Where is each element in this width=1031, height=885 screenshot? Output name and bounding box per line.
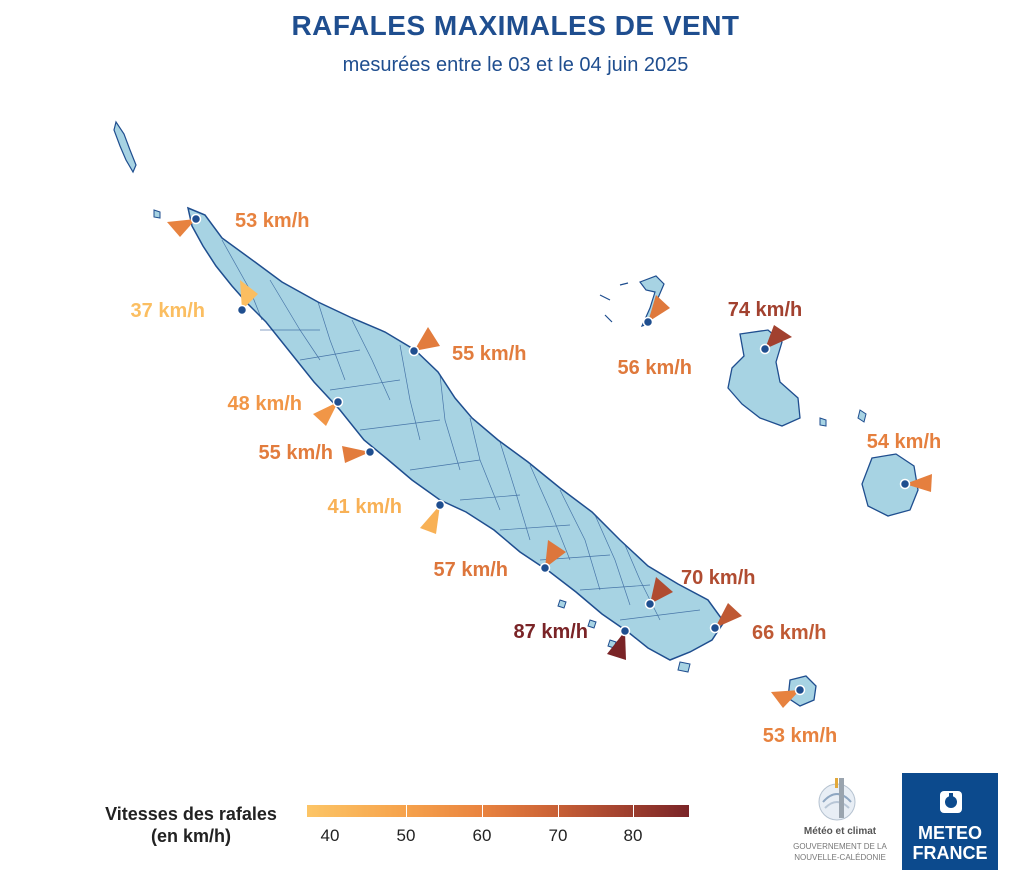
southern-islets — [557, 599, 691, 673]
wind-direction-arrow — [650, 577, 673, 604]
station-marker: 37 km/h — [131, 280, 258, 322]
wind-direction-arrow — [240, 280, 258, 310]
station-gust-label: 48 km/h — [228, 393, 302, 415]
meteo-france-logo: METEO FRANCE — [902, 773, 998, 870]
small-islet-north — [153, 209, 161, 219]
station-marker: 55 km/h — [259, 442, 376, 464]
legend-tick-label: 60 — [472, 826, 492, 845]
station-dot — [332, 396, 344, 408]
station-dot — [408, 345, 420, 357]
tiga-island — [819, 417, 827, 427]
station-gust-label: 87 km/h — [514, 621, 588, 643]
belep-islands — [113, 120, 137, 174]
legend-tick-separator — [482, 805, 483, 817]
station-gust-label: 55 km/h — [259, 442, 333, 464]
station-dot — [759, 343, 771, 355]
station-gust-label: 70 km/h — [681, 567, 755, 589]
station-marker: 74 km/h — [728, 299, 802, 355]
wind-direction-arrow — [313, 402, 338, 426]
meteo-france-emblem-icon — [940, 791, 962, 813]
station-dot — [364, 446, 376, 458]
meteo-climat-emblem-icon — [818, 778, 856, 821]
meteo-climat-subtitle: GOUVERNEMENT DE LA — [793, 842, 887, 851]
wind-direction-arrow — [414, 327, 440, 351]
station-marker: 70 km/h — [644, 567, 755, 610]
station-marker: 54 km/h — [867, 431, 941, 492]
station-marker: 48 km/h — [228, 393, 344, 426]
legend-tick-label: 40 — [320, 826, 340, 845]
meteo-climat-logo — [795, 772, 885, 872]
legend-title-line2: (en km/h) — [150, 826, 231, 846]
station-marker: 66 km/h — [709, 603, 826, 644]
station-gust-label: 53 km/h — [763, 725, 837, 747]
legend-tick-label: 50 — [396, 826, 416, 845]
meteo-france-line2: FRANCE — [912, 843, 988, 863]
station-dot — [190, 213, 202, 225]
station-dot — [899, 478, 911, 490]
wind-direction-arrow — [342, 446, 370, 463]
legend-title: Vitesses des rafales (en km/h) — [86, 803, 296, 847]
legend-tick-label: 80 — [623, 826, 643, 845]
legend-tick-separator — [633, 805, 634, 817]
station-gust-label: 54 km/h — [867, 431, 941, 453]
station-gust-label: 41 km/h — [328, 496, 402, 518]
legend-tick-separator — [558, 805, 559, 817]
station-marker: 53 km/h — [763, 684, 837, 747]
wind-direction-arrow — [715, 603, 742, 628]
station-gust-label: 56 km/h — [618, 357, 692, 379]
map-title: RAFALES MAXIMALES DE VENT — [291, 10, 740, 41]
station-dot — [794, 684, 806, 696]
legend-colorbar — [307, 805, 689, 817]
wind-direction-arrow — [167, 219, 196, 237]
legend-tick-separator — [406, 805, 407, 817]
station-dot — [644, 598, 656, 610]
wind-direction-arrow — [420, 505, 440, 534]
wind-direction-arrow — [765, 325, 792, 349]
station-dot — [642, 316, 654, 328]
wind-direction-arrow — [648, 295, 670, 322]
station-dot — [619, 625, 631, 637]
wind-direction-arrow — [545, 540, 566, 568]
mare-north-islet — [857, 409, 867, 423]
mare-island — [861, 453, 919, 517]
station-gust-label: 66 km/h — [752, 622, 826, 644]
meteo-france-line1: METEO — [917, 823, 982, 843]
stations-layer: 53 km/h 37 km/h 55 km/h 48 km/h 55 km/h 41 km… — [131, 210, 942, 747]
ouvea-lagoon-islets — [599, 282, 629, 323]
station-marker: 53 km/h — [167, 210, 309, 237]
station-marker: 55 km/h — [408, 327, 526, 365]
lifou-island — [727, 329, 801, 427]
station-dot — [539, 562, 551, 574]
station-dot — [709, 622, 721, 634]
legend-title-line1: Vitesses des rafales — [105, 804, 277, 824]
station-gust-label: 55 km/h — [452, 343, 526, 365]
station-marker: 41 km/h — [328, 496, 446, 534]
meteo-climat-name: Météo et climat — [803, 826, 877, 837]
station-dot — [236, 304, 248, 316]
legend-tick-label: 70 — [548, 826, 568, 845]
station-gust-label: 37 km/h — [131, 300, 205, 322]
station-marker: 56 km/h — [618, 295, 692, 379]
station-marker: 87 km/h — [514, 621, 631, 660]
grande-terre-island — [186, 206, 725, 661]
map-subtitle: mesurées entre le 03 et le 04 juin 2025 — [342, 54, 689, 76]
station-dot — [434, 499, 446, 511]
station-gust-label: 53 km/h — [235, 210, 309, 232]
station-marker: 57 km/h — [434, 540, 566, 581]
wind-direction-arrow — [771, 690, 800, 708]
wind-direction-arrow — [607, 631, 626, 660]
wind-direction-arrow — [905, 474, 932, 492]
station-gust-label: 57 km/h — [434, 559, 508, 581]
station-gust-label: 74 km/h — [728, 299, 802, 321]
meteo-climat-subtitle: NOUVELLE-CALÉDONIE — [794, 853, 886, 862]
